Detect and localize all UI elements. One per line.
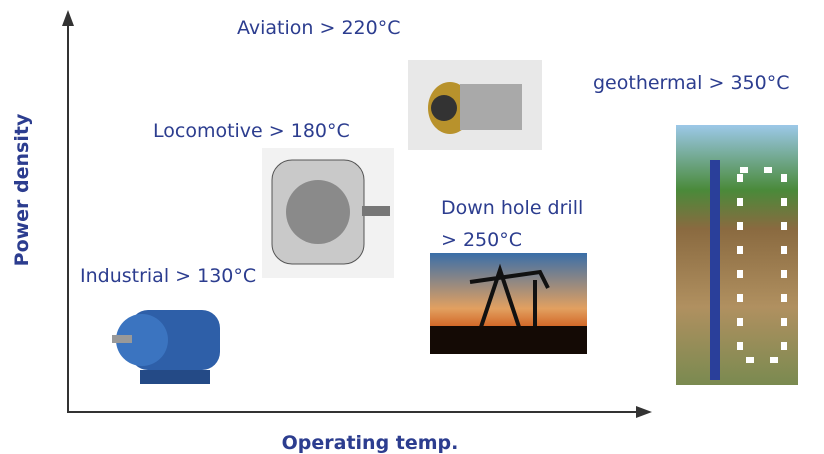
locomotive-image (262, 148, 394, 278)
item-label: > 250°C (441, 229, 522, 251)
item-label: Industrial > 130°C (80, 265, 257, 287)
y-axis-label: Power density (11, 113, 33, 267)
drill-image (430, 253, 587, 354)
item-label: Aviation > 220°C (237, 17, 401, 39)
x-arrow (636, 406, 652, 418)
x-axis-label: Operating temp. (281, 432, 459, 454)
aviation-image (408, 60, 542, 150)
y-arrow (62, 10, 74, 26)
item-label: Down hole drill (441, 197, 584, 219)
item-label: Locomotive > 180°C (153, 120, 350, 142)
industrial-motor-image (112, 310, 220, 384)
item-label: geothermal > 350°C (593, 72, 790, 94)
geothermal-image (676, 125, 798, 385)
